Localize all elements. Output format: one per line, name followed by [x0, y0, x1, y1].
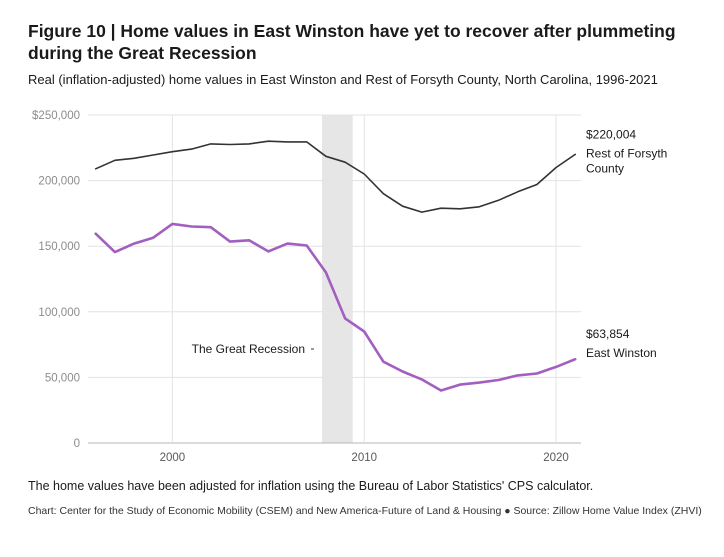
series-end-value: $63,854 [586, 327, 630, 341]
y-tick-label: 200,000 [38, 176, 80, 188]
series-line [94, 140, 577, 213]
y-tick-label: 100,000 [38, 307, 80, 319]
y-tick-label: $250,000 [32, 110, 80, 122]
y-tick-label: 50,000 [45, 372, 80, 384]
series-end-value: $220,004 [586, 127, 636, 141]
series-name-label: Rest of Forsyth [586, 146, 667, 160]
chart-title: Figure 10 | Home values in East Winston … [28, 21, 676, 63]
y-tick-label: 150,000 [38, 241, 80, 253]
x-tick-label: 2020 [543, 452, 569, 464]
x-tick-label: 2010 [351, 452, 377, 464]
chart-source: Chart: Center for the Study of Economic … [28, 505, 702, 517]
chart-note: The home values have been adjusted for i… [28, 479, 594, 493]
chart-subtitle: Real (inflation-adjusted) home values in… [28, 72, 658, 87]
y-tick-label: 0 [74, 438, 80, 450]
x-tick-label: 2000 [160, 452, 186, 464]
series-name-label: East Winston [586, 346, 657, 360]
series-name-label: County [586, 161, 624, 175]
recession-label: The Great Recession [192, 342, 305, 356]
series-line [94, 222, 577, 392]
recession-band [322, 115, 353, 443]
